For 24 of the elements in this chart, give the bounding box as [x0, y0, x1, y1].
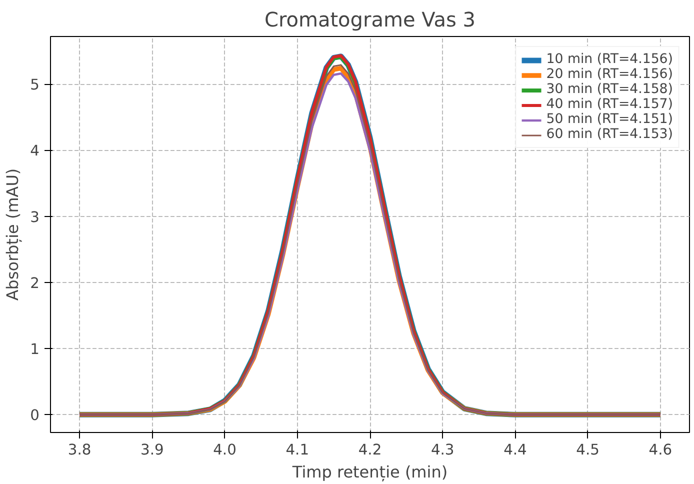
y-tick-label: 5	[30, 76, 40, 94]
x-tick-label: 4.5	[576, 442, 600, 458]
x-axis-title: Timp retenție (min)	[291, 462, 448, 482]
y-tick-label: 2	[30, 274, 40, 292]
y-tick-label: 3	[30, 208, 40, 226]
x-tick-label: 4.2	[358, 442, 382, 458]
legend-label: 30 min (RT=4.158)	[546, 82, 673, 97]
x-tick-label: 4.1	[286, 442, 310, 458]
legend-label: 10 min (RT=4.156)	[546, 52, 673, 67]
legend-label: 50 min (RT=4.151)	[546, 112, 673, 127]
x-tick-label: 4.6	[648, 442, 672, 458]
x-tick-label: 3.8	[68, 442, 92, 458]
legend-label: 60 min (RT=4.153)	[546, 127, 673, 142]
legend-label: 40 min (RT=4.157)	[546, 97, 673, 112]
y-tick-label: 4	[30, 142, 40, 160]
y-axis-title: Absorbție (mAU)	[3, 168, 22, 301]
x-tick-label: 3.9	[140, 442, 164, 458]
x-tick-label: 4.4	[504, 442, 527, 458]
x-tick-label: 4.0	[213, 442, 236, 458]
y-tick-label: 0	[30, 407, 40, 424]
y-tick-label: 1	[30, 341, 40, 358]
x-tick-label: 4.3	[430, 442, 454, 458]
chart-title: Cromatograme Vas 3	[264, 8, 476, 32]
legend-label: 20 min (RT=4.156)	[546, 67, 673, 82]
